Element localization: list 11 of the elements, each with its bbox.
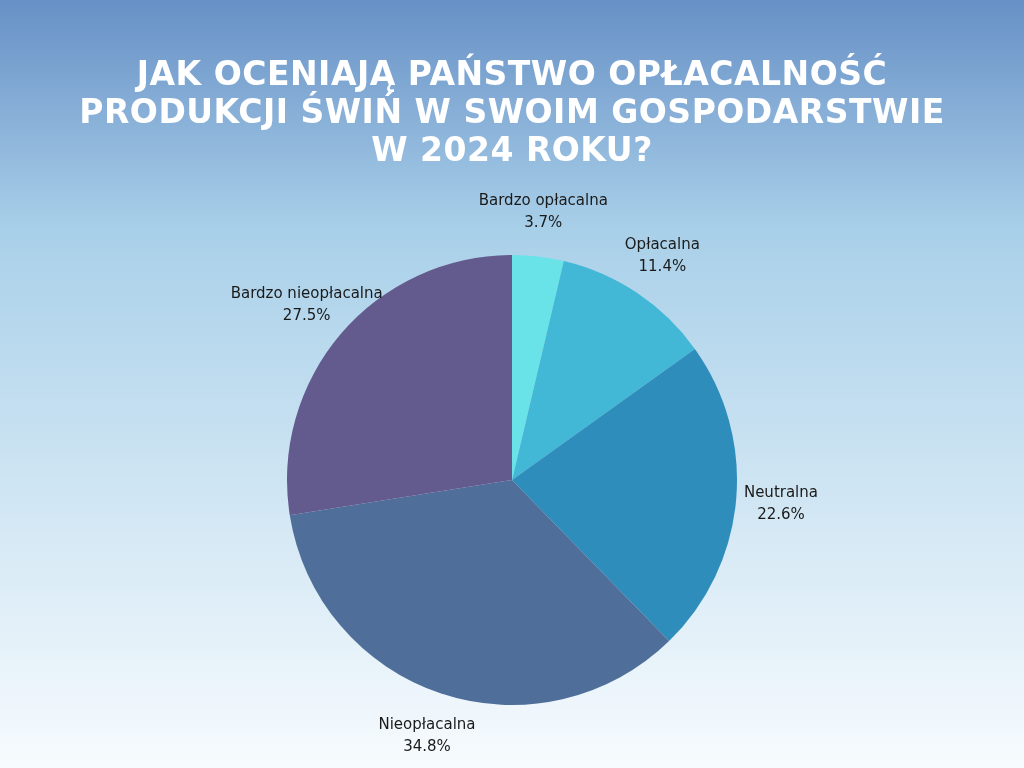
chart-title: JAK OCENIAJĄ PAŃSTWO OPŁACALNOŚĆ PRODUKCJI ŚWIŃ W SWOIM GOSPODARSTWIE W 2024 ROKU? (78, 54, 946, 169)
data-label: 11.4% (638, 256, 687, 275)
slice-label: Nieopłacalna (378, 715, 476, 734)
data-label: 3.7% (524, 212, 563, 231)
slice-label: Bardzo nieopłacalna (230, 283, 383, 302)
data-label: 22.6% (757, 504, 805, 523)
slice-label: Bardzo opłacalna (478, 190, 608, 209)
data-label: 27.5% (282, 305, 331, 324)
slice-label: Neutralna (743, 482, 818, 501)
slice-label: Opłacalna (624, 234, 700, 253)
data-label: 34.8% (403, 737, 451, 756)
